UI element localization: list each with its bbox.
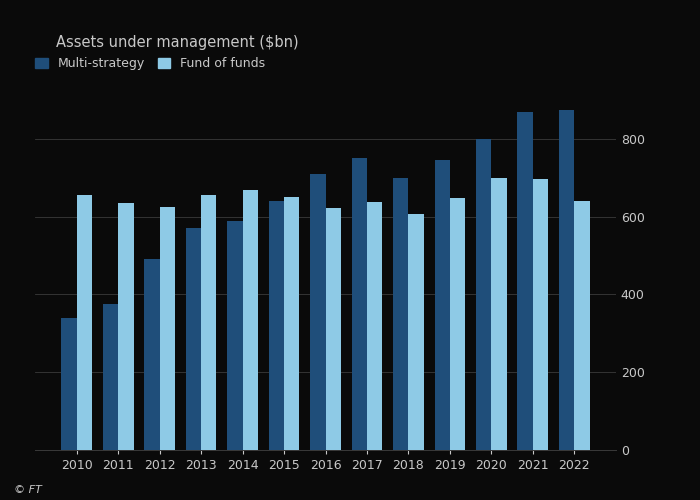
Bar: [326, 208, 341, 450]
Bar: [62, 318, 77, 450]
Bar: [77, 196, 92, 450]
Bar: [144, 260, 160, 450]
Bar: [450, 198, 466, 450]
Bar: [408, 214, 424, 450]
Bar: [118, 203, 134, 450]
Bar: [559, 110, 574, 450]
Legend: Multi-strategy, Fund of funds: Multi-strategy, Fund of funds: [36, 58, 265, 70]
Bar: [533, 178, 548, 450]
Bar: [491, 178, 507, 450]
Bar: [269, 201, 284, 450]
Bar: [186, 228, 201, 450]
Bar: [517, 112, 533, 450]
Bar: [284, 197, 300, 450]
Bar: [351, 158, 367, 450]
Bar: [243, 190, 258, 450]
Bar: [103, 304, 118, 450]
Text: © FT: © FT: [14, 485, 42, 495]
Bar: [310, 174, 326, 450]
Bar: [435, 160, 450, 450]
Bar: [367, 202, 382, 450]
Bar: [476, 139, 491, 450]
Bar: [574, 201, 589, 450]
Text: Assets under management ($bn): Assets under management ($bn): [56, 35, 299, 50]
Bar: [228, 220, 243, 450]
Bar: [393, 178, 408, 450]
Bar: [201, 196, 216, 450]
Bar: [160, 207, 175, 450]
